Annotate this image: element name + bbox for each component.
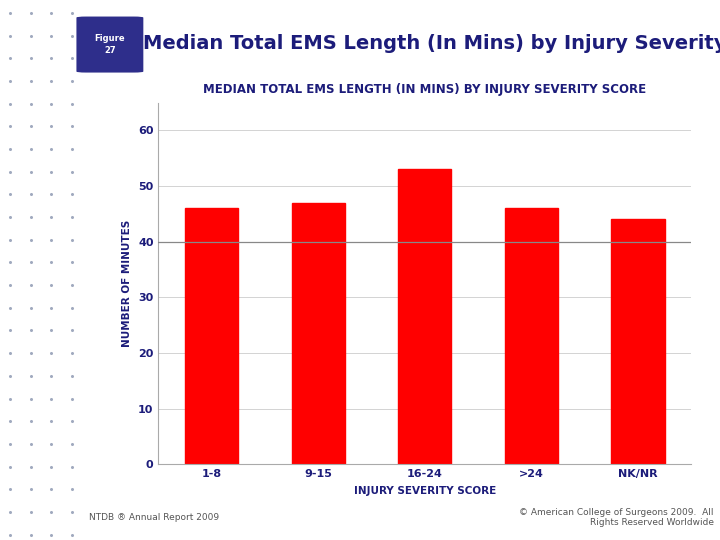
Bar [398, 170, 451, 464]
Text: Figure
27: Figure 27 [94, 35, 125, 55]
Text: © American College of Surgeons 2009.  All
Rights Reserved Worldwide: © American College of Surgeons 2009. All… [519, 508, 714, 528]
Bar [292, 203, 345, 464]
X-axis label: INJURY SEVERITY SCORE: INJURY SEVERITY SCORE [354, 486, 496, 496]
Bar [611, 219, 665, 464]
Text: NTDB ® Annual Report 2009: NTDB ® Annual Report 2009 [89, 513, 220, 522]
FancyBboxPatch shape [76, 17, 143, 72]
Bar [505, 208, 558, 464]
Text: Median Total EMS Length (In Mins) by Injury Severity Score: Median Total EMS Length (In Mins) by Inj… [143, 33, 720, 53]
Title: MEDIAN TOTAL EMS LENGTH (IN MINS) BY INJURY SEVERITY SCORE: MEDIAN TOTAL EMS LENGTH (IN MINS) BY INJ… [203, 83, 647, 96]
Bar [185, 208, 238, 464]
Y-axis label: NUMBER OF MINUTES: NUMBER OF MINUTES [122, 220, 132, 347]
